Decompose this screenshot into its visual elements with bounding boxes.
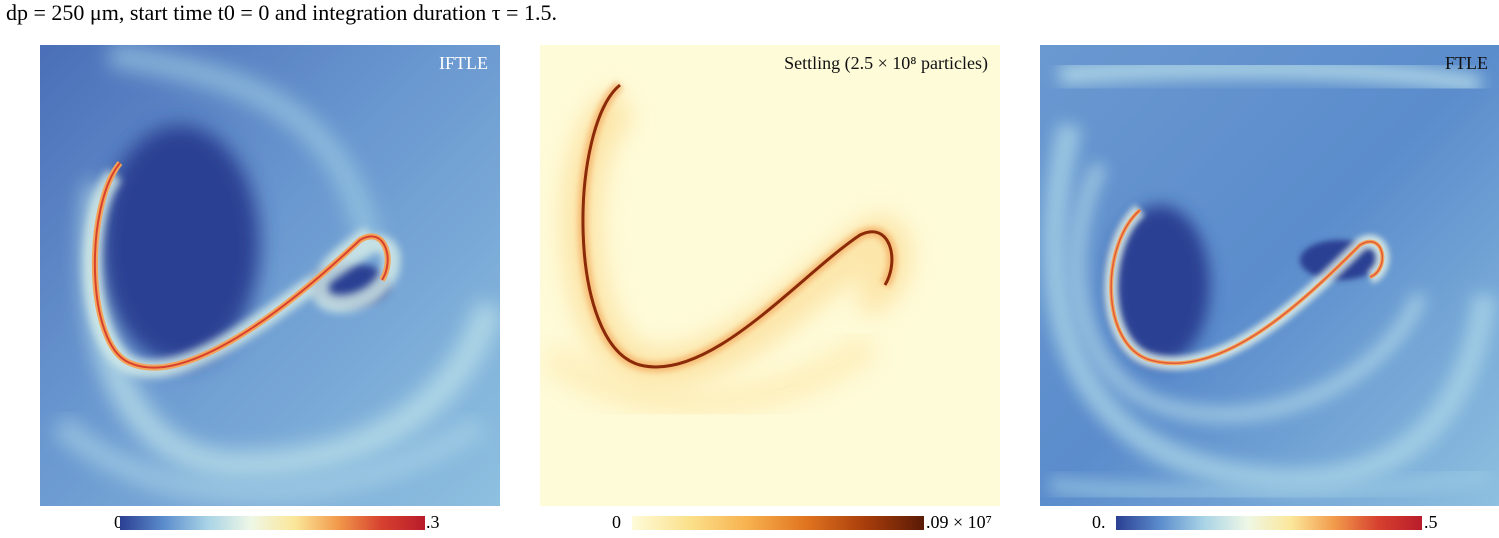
- iftle-panel: IFTLE: [40, 45, 500, 506]
- caption-text: dp = 250 μm, start time t0 = 0 and integ…: [6, 0, 557, 25]
- settling-label: Settling (2.5 × 10⁸ particles): [784, 53, 988, 73]
- figure-caption: dp = 250 μm, start time t0 = 0 and integ…: [6, 0, 557, 26]
- settling-panel: Settling (2.5 × 10⁸ particles): [540, 45, 1000, 506]
- ftle-colorbar-max: .5: [1424, 512, 1438, 532]
- iftle-colorbar-min: 0: [114, 512, 123, 532]
- iftle-field-image: [40, 45, 500, 506]
- settling-density-image: [540, 45, 1000, 506]
- ftle-colorbar: [1116, 516, 1422, 530]
- settling-colorbar: [632, 516, 924, 530]
- iftle-colorbar: [120, 516, 425, 530]
- ftle-field-image: [1040, 45, 1499, 506]
- iftle-label: IFTLE: [439, 53, 488, 73]
- settling-colorbar-min: 0: [612, 512, 621, 532]
- settling-colorbar-max: .09 × 10⁷: [926, 512, 992, 532]
- ftle-label: FTLE: [1445, 53, 1488, 73]
- iftle-colorbar-max: .3: [426, 512, 440, 532]
- ftle-colorbar-min: 0.: [1092, 512, 1106, 532]
- ftle-panel: FTLE: [1040, 45, 1499, 506]
